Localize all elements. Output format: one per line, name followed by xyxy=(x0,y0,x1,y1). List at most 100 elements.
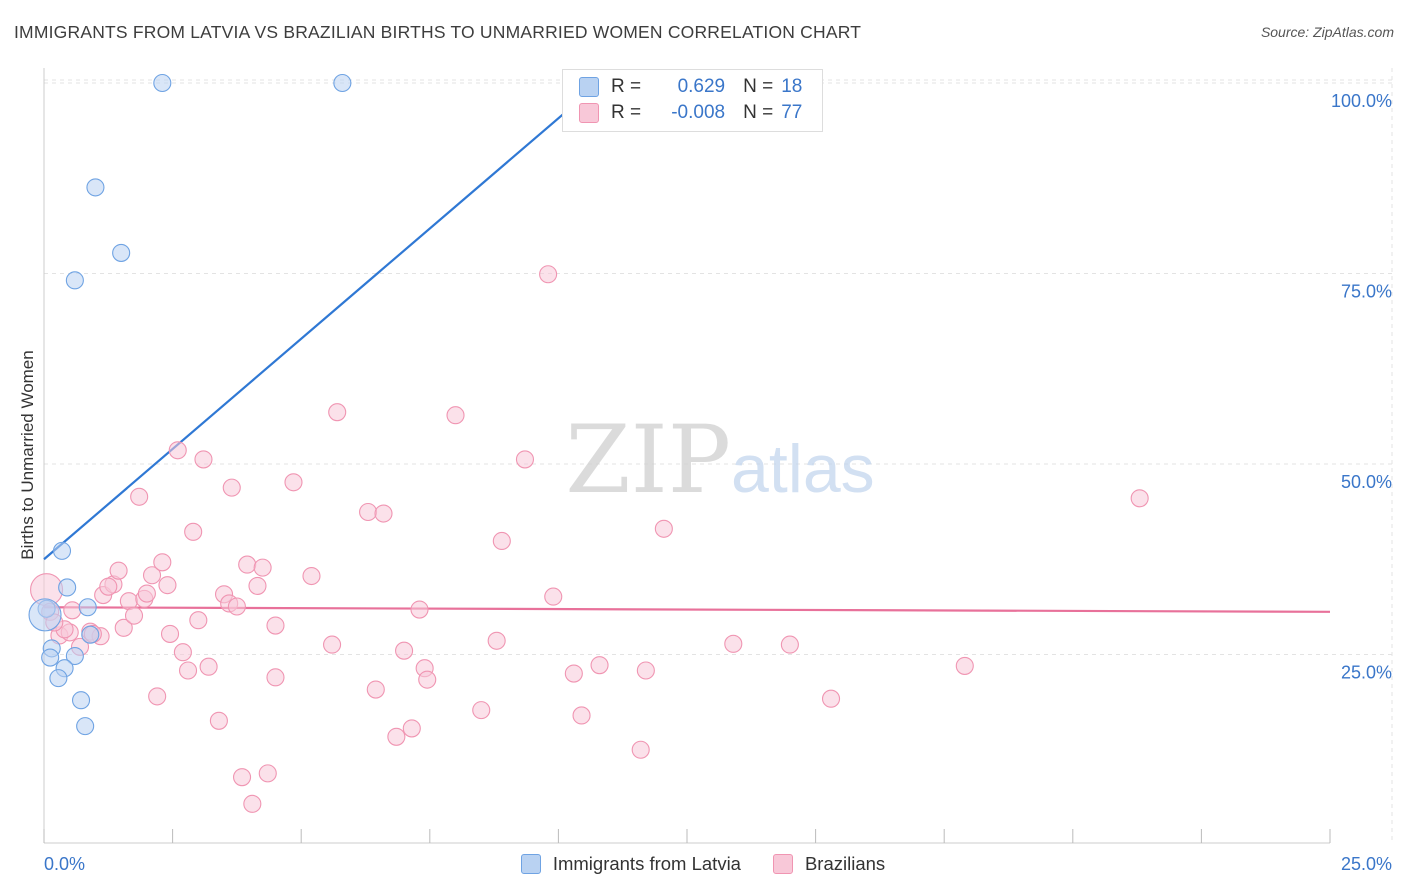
point-brazilians xyxy=(124,606,144,625)
point-brazilians xyxy=(780,635,799,654)
point-brazilians xyxy=(194,450,213,469)
legend-r-label: R = xyxy=(611,76,642,97)
point-brazilians xyxy=(446,406,465,425)
x-tick-label-min: 0.0% xyxy=(44,854,85,874)
point-brazilians xyxy=(114,618,133,637)
point-latvia xyxy=(58,578,77,597)
point-brazilians xyxy=(160,624,180,643)
point-brazilians xyxy=(572,706,591,725)
legend-swatch-brazilians xyxy=(579,103,599,123)
point-brazilians xyxy=(173,643,192,662)
point-brazilians xyxy=(232,768,252,787)
legend-r-value: 0.629 xyxy=(677,76,726,97)
legend-item-brazilians[interactable]: Brazilians xyxy=(772,853,885,875)
point-brazilians xyxy=(266,668,285,687)
point-brazilians xyxy=(366,680,385,699)
point-brazilians xyxy=(724,634,743,653)
point-brazilians xyxy=(253,558,272,577)
legend-r-value: -0.008 xyxy=(671,102,726,123)
point-latvia xyxy=(71,691,91,710)
point-brazilians xyxy=(955,656,974,675)
chart-title: IMMIGRANTS FROM LATVIA VS BRAZILIAN BIRT… xyxy=(14,22,862,42)
series-legend: Immigrants from Latvia Brazilians xyxy=(0,851,1406,877)
point-brazilians xyxy=(178,661,198,680)
point-latvia xyxy=(49,669,68,688)
trend-line-brazilians xyxy=(43,606,1331,613)
grid-lines xyxy=(44,68,1393,843)
point-brazilians xyxy=(492,531,511,551)
point-brazilians xyxy=(328,403,347,422)
y-tick-label: 75.0% xyxy=(1341,282,1392,302)
point-brazilians xyxy=(158,576,177,595)
point-brazilians xyxy=(99,577,118,596)
watermark: ZIPatlas xyxy=(565,406,874,515)
legend-swatch-latvia xyxy=(520,854,541,874)
point-brazilians xyxy=(153,553,172,572)
point-brazilians xyxy=(410,600,429,619)
point-latvia xyxy=(86,178,105,197)
point-brazilians xyxy=(109,561,128,580)
point-brazilians xyxy=(63,601,82,620)
legend-row-latvia: R = 0.629 N = 18 xyxy=(579,75,802,99)
point-brazilians xyxy=(821,689,841,708)
point-brazilians xyxy=(402,719,421,738)
point-brazilians xyxy=(487,631,506,650)
point-brazilians xyxy=(168,441,187,460)
watermark-zip: ZIP xyxy=(565,406,731,515)
point-brazilians xyxy=(184,522,203,541)
point-latvia xyxy=(28,598,62,632)
legend-n-label: N = xyxy=(743,76,774,97)
point-latvia xyxy=(76,717,95,736)
legend-label-latvia: Immigrants from Latvia xyxy=(552,853,741,874)
point-brazilians xyxy=(539,265,558,284)
point-brazilians xyxy=(209,711,228,730)
trend-line-latvia xyxy=(43,82,601,561)
point-brazilians xyxy=(387,727,406,746)
legend-swatch-latvia xyxy=(579,77,599,97)
watermark-atlas: atlas xyxy=(731,431,875,507)
tick-labels: 25.0% 50.0% 75.0% 100.0% 0.0% 25.0% xyxy=(44,91,1392,874)
point-latvia xyxy=(65,271,84,290)
axes xyxy=(43,68,1331,844)
point-brazilians xyxy=(564,664,583,683)
y-axis-label: Births to Unmarried Women xyxy=(18,350,37,559)
point-brazilians xyxy=(654,519,673,538)
legend-n-value: 18 xyxy=(781,76,803,97)
point-brazilians xyxy=(359,502,378,522)
point-brazilians xyxy=(222,478,241,497)
point-brazilians xyxy=(323,635,342,654)
data-points xyxy=(28,73,1149,813)
point-brazilians xyxy=(636,661,655,680)
x-tick-label-max: 25.0% xyxy=(1341,854,1392,874)
point-brazilians xyxy=(1130,489,1149,508)
point-latvia xyxy=(333,73,352,93)
point-brazilians xyxy=(472,701,491,720)
point-brazilians xyxy=(544,587,563,606)
y-tick-label: 50.0% xyxy=(1341,472,1392,492)
point-brazilians xyxy=(302,566,321,586)
chart-source: Source: ZipAtlas.com xyxy=(1260,24,1394,40)
legend-row-brazilians: R = -0.008 N = 77 xyxy=(579,101,802,125)
point-latvia xyxy=(65,646,84,666)
legend-r-label: R = xyxy=(611,102,642,123)
point-brazilians xyxy=(515,450,535,469)
point-brazilians xyxy=(266,616,285,635)
point-brazilians xyxy=(418,670,437,689)
point-brazilians xyxy=(395,641,414,660)
point-latvia xyxy=(41,648,60,667)
point-brazilians xyxy=(248,576,267,595)
y-tick-label: 25.0% xyxy=(1341,663,1392,683)
legend-n-value: 77 xyxy=(781,102,803,123)
point-latvia xyxy=(52,541,72,560)
legend-swatch-brazilians xyxy=(772,854,793,874)
point-brazilians xyxy=(142,566,162,585)
point-brazilians xyxy=(238,555,257,574)
point-latvia xyxy=(112,243,131,262)
legend-item-latvia[interactable]: Immigrants from Latvia xyxy=(520,853,741,875)
point-brazilians xyxy=(199,657,218,676)
point-brazilians xyxy=(189,611,208,630)
y-tick-label: 100.0% xyxy=(1331,91,1392,111)
point-brazilians xyxy=(243,794,262,813)
trend-lines xyxy=(43,82,1331,613)
